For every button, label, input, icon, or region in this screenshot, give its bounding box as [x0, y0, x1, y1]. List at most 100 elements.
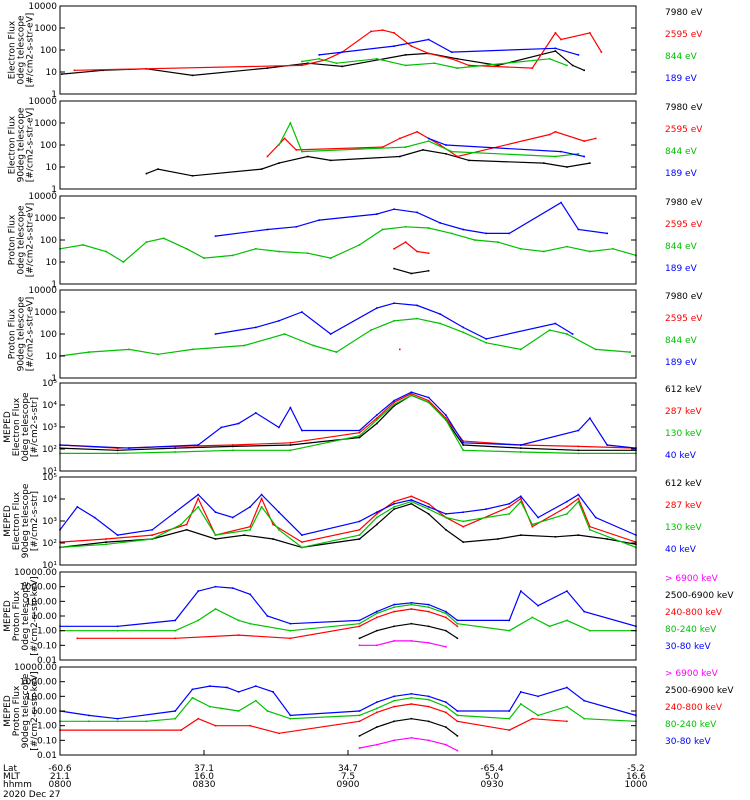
panel-3-ytick-label-4: 1000 [34, 214, 57, 224]
panel-7-legend-1: > 6900 keV [665, 574, 719, 584]
panel-3-series-1-point-2 [410, 272, 413, 275]
panel-8-series-5-point-22 [566, 686, 568, 689]
panel-5-ylabel-line-4: [#/cm2-s-str] [30, 397, 40, 457]
panel-8-series-3-point-11 [427, 705, 430, 708]
panel-7-series-3-point-11 [456, 625, 459, 628]
panel-2-series-4-line [428, 137, 585, 158]
panel-8-ytick-label-5: 100.00 [26, 692, 58, 702]
panel-6-series-1-point-7 [272, 538, 274, 540]
panel-8-series-5-point-4 [174, 710, 176, 712]
panel-8-ylabel-line-2: Proton Flux [12, 685, 22, 736]
panel-3-series-1-point-3 [427, 270, 430, 272]
panel-5-ytick-label-2: 10² [42, 445, 57, 455]
panel-1-series-2-point-6 [381, 29, 384, 31]
panel-1-series-2-point-1 [73, 69, 76, 72]
panel-7-series-4-point-6 [237, 619, 240, 622]
panel-8-series-3-point-15 [531, 717, 534, 720]
panel-5-series-4-point-9 [301, 429, 303, 432]
panel-7-series-2-point-7 [456, 637, 459, 640]
panel-6-series-1-point-18 [554, 536, 557, 538]
panel-3-series-3-point-6 [162, 237, 165, 240]
panel-8-ytick-label-3: 1.00 [37, 722, 57, 732]
panel-8-series-3-point-9 [393, 705, 395, 708]
panel-5-legend-4: 40 keV [665, 451, 697, 461]
panel-6-series-1-point-20 [606, 538, 608, 540]
panel-5-series-2-point-8 [393, 401, 395, 404]
panel-6-series-4-point-24 [537, 516, 539, 519]
panel-8-series-4-point-21 [520, 703, 522, 705]
panel-5-series-4-point-13 [410, 391, 413, 393]
panel-8-ytick-label-4: 10.00 [31, 707, 57, 717]
panel-2-series-4-point-1 [427, 137, 430, 140]
panel-3-series-3-point-17 [427, 227, 430, 229]
panel-7-series-4-point-20 [589, 629, 591, 632]
panel-7-series-4-point-15 [456, 622, 459, 625]
panel-1-series-4-line [319, 38, 579, 56]
panel-5-series-4-point-15 [445, 414, 447, 416]
panel-2-series-1-point-14 [589, 162, 591, 164]
panel-6-series-3-point-19 [508, 513, 511, 515]
panel-8-legend-5: 30-80 keV [665, 737, 711, 747]
panel-5-legend-3: 130 keV [665, 429, 702, 439]
panel-8-series-3-point-3 [197, 717, 199, 720]
panel-7-series-1-point-1 [358, 644, 361, 647]
panel-7-series-5-point-6 [232, 587, 234, 589]
panel-7-series-2-point-3 [393, 625, 395, 628]
panel-8-series-3-point-5 [249, 724, 251, 727]
panel-8-ylabel-line-3: 90deg telescope [21, 673, 31, 748]
panel-2-series-2-point-9 [548, 133, 551, 136]
panel-6-series-1-point-6 [243, 534, 246, 536]
panel-3-legend-2: 2595 eV [665, 220, 703, 230]
panel-1-ytick-label-4: 1000 [34, 24, 57, 34]
panel-5-series-4-point-2 [128, 447, 130, 449]
panel-6-series-3-point-6 [214, 534, 217, 536]
panel-5-series-1-point-3 [174, 447, 176, 449]
panel-8-series-3-point-2 [180, 729, 182, 731]
panel-4-ylabel-line-1: Proton Flux [8, 308, 18, 359]
panel-4-ytick-label-2: 10 [46, 352, 58, 362]
footer-mlt-2: 16.0 [194, 772, 214, 782]
panel-6-series-2-point-17 [462, 525, 464, 528]
panel-8-series-1-point-4 [410, 737, 413, 739]
panel-5-series-3-point-3 [174, 451, 176, 453]
panel-4-series-3-point-2 [255, 326, 257, 329]
panel-4-ylabel-line-2: 90deg telescope [17, 296, 27, 371]
panel-6-series-1-point-15 [462, 541, 464, 543]
panel-7-series-2-point-5 [427, 625, 430, 628]
panel-6-series-3-point-21 [531, 523, 534, 526]
panel-4-ylabel-line-3: [#/cm2-s-str-eV] [26, 297, 36, 372]
panel-5-series-1-point-5 [289, 444, 292, 446]
panel-3-series-4-point-6 [393, 208, 395, 210]
panel-6-series-3-point-16 [445, 516, 447, 519]
panel-7-series-5-point-9 [289, 622, 292, 625]
panel-4-series-2-point-4 [157, 353, 159, 356]
panel-3-series-2-point-2 [404, 241, 407, 243]
panel-1-series-3-point-4 [376, 58, 378, 60]
panel-3-series-3-point-12 [306, 252, 309, 254]
panel-1-ylabel-line-2: 0deg telescope [17, 15, 27, 85]
panel-5-series-4-point-3 [197, 444, 199, 446]
panel-2-series-1-point-12 [543, 162, 545, 164]
panel-7-series-2-point-6 [445, 629, 447, 632]
panel-6-series-2-point-14 [410, 495, 413, 498]
panel-5-series-3-point-11 [445, 419, 447, 421]
panel-6-series-3-point-13 [393, 506, 395, 508]
panel-5-series-4-point-5 [237, 422, 240, 425]
panel-1-series-1-point-4 [191, 74, 194, 77]
panel-6-series-2-point-9 [272, 523, 274, 526]
panel-6-ylabel-line-4: [#/cm2-s-str] [30, 491, 40, 551]
panel-8-series-5-point-5 [191, 688, 194, 691]
panel-1-series-1-point-10 [456, 58, 459, 60]
panel-2-series-2-point-4 [381, 146, 384, 148]
panel-5-series-4-point-17 [520, 444, 522, 446]
panel-1-series-2-point-5 [370, 30, 372, 33]
panel-8-series-5-point-11 [289, 714, 292, 717]
panel-1-ytick-label-1: 1 [51, 90, 57, 100]
panel-6-series-4-point-9 [232, 516, 234, 519]
panel-3-legend-4: 189 eV [665, 264, 698, 274]
panel-8-legend-1: > 6900 keV [665, 669, 719, 679]
panel-6-series-2-point-5 [197, 497, 199, 500]
panel-8-series-5-point-18 [456, 710, 459, 712]
panel-6-series-4-point-27 [594, 516, 597, 519]
panel-8-ytick-label-1: 0.01 [37, 751, 57, 761]
